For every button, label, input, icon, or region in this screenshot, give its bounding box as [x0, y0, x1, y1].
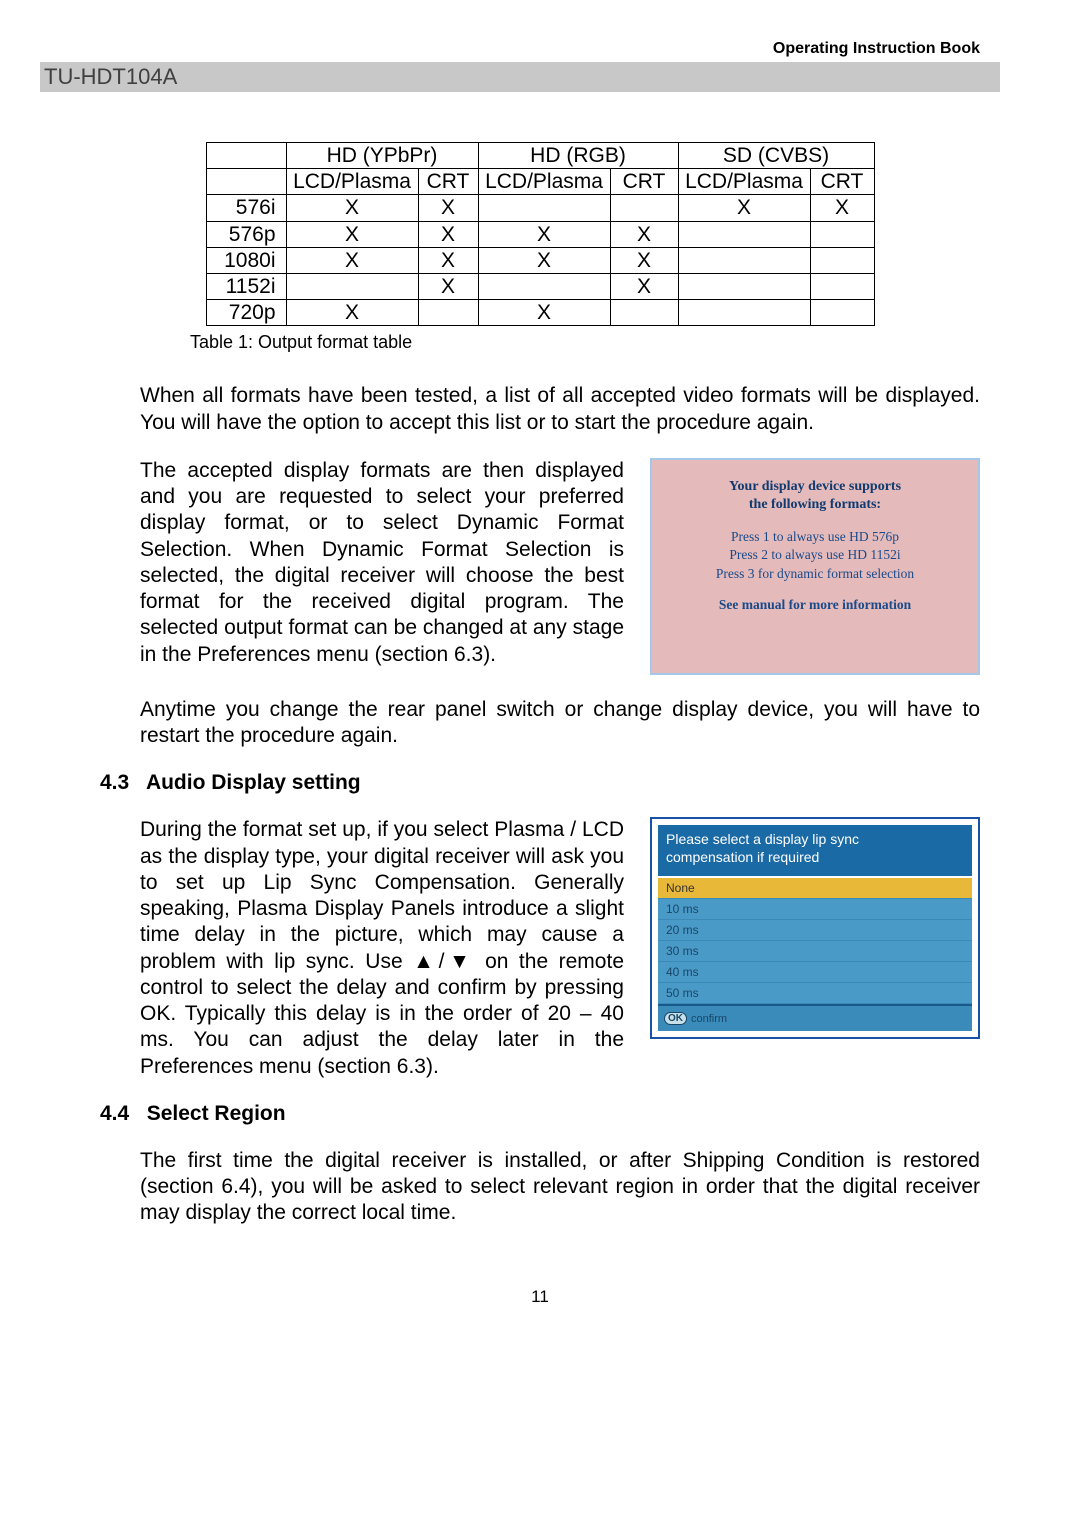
table-row: 1152i X X: [206, 273, 874, 299]
para-after-table: When all formats have been tested, a lis…: [140, 383, 980, 436]
table-sub-header: LCD/Plasma: [678, 169, 810, 195]
lipsync-option[interactable]: 40 ms: [658, 962, 972, 983]
osd1-see-manual: See manual for more information: [662, 597, 968, 613]
osd-format-support-box: Your display device supports the followi…: [650, 458, 980, 675]
table-cell: X: [610, 273, 678, 299]
model-bar: TU-HDT104A: [40, 62, 1000, 92]
page-number: 11: [100, 1287, 980, 1307]
table-group-header: SD (CVBS): [678, 143, 874, 169]
section-4-4-number: 4.4: [100, 1102, 129, 1125]
lipsync-option[interactable]: 10 ms: [658, 899, 972, 920]
table-cell: [810, 273, 874, 299]
section-4-4-title: Select Region: [147, 1102, 286, 1125]
table-cell: X: [478, 247, 610, 273]
para-accepted-formats: The accepted display formats are then di…: [140, 458, 624, 675]
table-cell: X: [610, 221, 678, 247]
para-restart: Anytime you change the rear panel switch…: [140, 697, 980, 750]
table-group-header: HD (RGB): [478, 143, 678, 169]
table-sub-header: LCD/Plasma: [286, 169, 418, 195]
table-row-label: 720p: [206, 300, 286, 326]
table-cell: [810, 221, 874, 247]
table-cell: X: [478, 300, 610, 326]
lipsync-option[interactable]: 20 ms: [658, 920, 972, 941]
osd2-footer: OK confirm: [658, 1004, 972, 1031]
ok-button-icon: OK: [664, 1012, 687, 1025]
table-cell: X: [810, 195, 874, 221]
section-4-3-title: Audio Display setting: [146, 771, 361, 794]
table-caption: Table 1: Output format table: [190, 332, 980, 353]
header-right-label: Operating Instruction Book: [100, 40, 980, 58]
table-cell: X: [678, 195, 810, 221]
table-sub-header: CRT: [418, 169, 478, 195]
table-corner-cell: [206, 143, 286, 169]
table-cell: [418, 300, 478, 326]
table-cell: X: [286, 247, 418, 273]
table-cell: [810, 300, 874, 326]
table-row: 720pXX: [206, 300, 874, 326]
table-cell: X: [478, 221, 610, 247]
table-cell: [810, 247, 874, 273]
table-row: 576pXXXX: [206, 221, 874, 247]
lipsync-option[interactable]: None: [658, 878, 972, 899]
osd1-title-line1: Your display device supports: [729, 479, 901, 494]
section-4-3-number: 4.3: [100, 771, 129, 794]
osd2-title-line1: Please select a display lip sync: [666, 831, 859, 847]
osd1-line1: Press 1 to always use HD 576p: [662, 528, 968, 546]
table-row-label: 1152i: [206, 273, 286, 299]
table-sub-header: LCD/Plasma: [478, 169, 610, 195]
table-row-label: 1080i: [206, 247, 286, 273]
lipsync-option[interactable]: 30 ms: [658, 941, 972, 962]
table-sub-header: CRT: [610, 169, 678, 195]
table-cell: X: [418, 273, 478, 299]
table-cell: X: [286, 300, 418, 326]
output-format-table: HD (YPbPr)HD (RGB)SD (CVBS)LCD/PlasmaCRT…: [206, 142, 875, 326]
osd1-line3: Press 3 for dynamic format selection: [662, 565, 968, 583]
table-cell: [678, 221, 810, 247]
osd-lipsync-box: Please select a display lip sync compens…: [650, 817, 980, 1039]
table-sub-header: CRT: [810, 169, 874, 195]
para-audio-display: During the format set up, if you select …: [140, 817, 624, 1080]
table-cell: [286, 273, 418, 299]
table-row: 576iXXXX: [206, 195, 874, 221]
table-cell: [678, 273, 810, 299]
table-cell: [610, 300, 678, 326]
table-row: 1080iXXXX: [206, 247, 874, 273]
osd2-title-line2: compensation if required: [666, 849, 819, 865]
section-4-4-heading: 4.4 Select Region: [100, 1102, 980, 1126]
osd2-footer-text: confirm: [691, 1013, 727, 1025]
table-cell: X: [610, 247, 678, 273]
table-cell: [478, 195, 610, 221]
table-cell: [678, 247, 810, 273]
osd1-line2: Press 2 to always use HD 1152i: [662, 546, 968, 564]
table-row-label: 576i: [206, 195, 286, 221]
table-blank-cell: [206, 169, 286, 195]
table-cell: X: [286, 221, 418, 247]
table-cell: X: [418, 247, 478, 273]
table-row-label: 576p: [206, 221, 286, 247]
table-cell: [678, 300, 810, 326]
lipsync-option[interactable]: 50 ms: [658, 983, 972, 1004]
section-4-3-heading: 4.3 Audio Display setting: [100, 771, 980, 795]
table-cell: X: [418, 195, 478, 221]
table-cell: [478, 273, 610, 299]
para-select-region: The first time the digital receiver is i…: [140, 1148, 980, 1227]
table-group-header: HD (YPbPr): [286, 143, 478, 169]
table-cell: [610, 195, 678, 221]
table-cell: X: [286, 195, 418, 221]
osd1-title-line2: the following formats:: [749, 497, 881, 512]
table-cell: X: [418, 221, 478, 247]
